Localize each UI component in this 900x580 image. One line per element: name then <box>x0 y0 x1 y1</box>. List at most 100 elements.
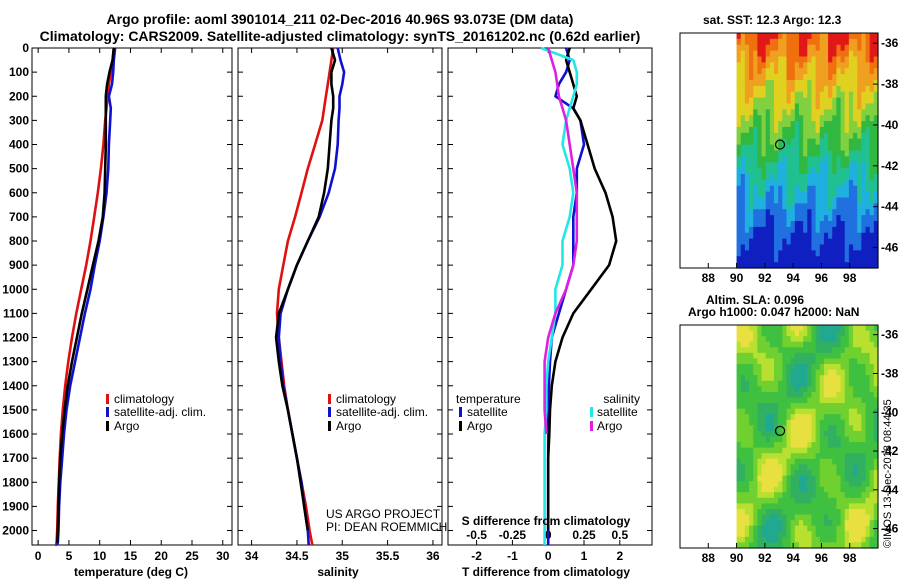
map-cell <box>786 531 792 538</box>
map-cell <box>769 369 775 376</box>
map-cell <box>744 179 750 187</box>
map-cell <box>832 244 837 251</box>
map-cell <box>861 215 867 222</box>
map-cell <box>736 68 742 75</box>
map-cell <box>740 358 746 365</box>
map-cell <box>761 244 767 251</box>
map-cell <box>740 68 746 75</box>
map-cell <box>836 397 842 404</box>
map-cell <box>753 80 758 87</box>
map-cell <box>798 150 804 157</box>
map-cell <box>865 91 871 99</box>
map-cell <box>848 486 854 493</box>
map-cell <box>832 475 837 482</box>
map-cell <box>782 168 788 175</box>
map-cell <box>836 215 842 222</box>
map-cell <box>828 115 833 122</box>
map-cell <box>857 503 862 510</box>
map-cell <box>740 144 746 152</box>
map-cell <box>794 156 800 163</box>
map-cell <box>774 185 779 193</box>
map-cell <box>803 138 808 146</box>
map-cell <box>865 50 871 58</box>
map-cell <box>873 475 879 482</box>
map-cell <box>749 62 754 69</box>
map-cell <box>749 341 754 348</box>
map-cell <box>757 197 763 204</box>
map-cell <box>774 391 779 399</box>
map-cell <box>769 168 775 175</box>
map-cell <box>828 414 833 421</box>
map-cell <box>769 492 775 499</box>
map-cell <box>749 330 754 337</box>
map-cell <box>786 68 792 75</box>
map-cell <box>823 352 829 360</box>
map-cell <box>811 375 817 382</box>
map-cell <box>815 358 821 365</box>
map-cell <box>844 525 850 532</box>
map-cell <box>757 156 763 163</box>
map-cell <box>790 197 796 204</box>
map-cell <box>861 244 867 251</box>
map-cell <box>811 325 817 332</box>
map-cell <box>840 514 846 521</box>
map-cell <box>798 132 804 140</box>
map-cell <box>782 221 788 228</box>
map-cell <box>815 481 821 488</box>
map-cell <box>769 430 775 438</box>
x-tick-label: 1 <box>581 549 588 563</box>
map-cell <box>815 80 821 87</box>
map-cell <box>790 150 796 157</box>
map-cell <box>815 419 821 426</box>
map-cell <box>794 33 800 40</box>
map-cell <box>794 91 800 99</box>
map-cell <box>865 542 871 549</box>
map-cell <box>828 191 833 199</box>
map-cell <box>803 364 808 371</box>
map-cell <box>757 226 763 234</box>
map-cell <box>873 542 879 549</box>
map-cell <box>836 226 842 234</box>
map-cell <box>844 103 850 110</box>
map-cell <box>828 391 833 399</box>
map-cell <box>819 531 825 538</box>
map-cell <box>736 138 742 146</box>
map-cell <box>757 138 763 146</box>
map-cell <box>753 447 758 454</box>
map-cell <box>853 74 858 81</box>
map-cell <box>857 458 862 465</box>
map-cell <box>790 74 796 81</box>
map-cell <box>774 250 779 257</box>
map-cell <box>765 447 771 454</box>
map-cell <box>786 492 792 499</box>
map-cell <box>853 185 858 193</box>
map-cell <box>836 403 842 410</box>
map-cell <box>749 481 754 488</box>
map-cell <box>749 250 754 257</box>
map-cell <box>774 91 779 99</box>
map-cell <box>832 191 837 199</box>
map-cell <box>869 386 875 393</box>
map-cell <box>765 458 771 465</box>
map-cell <box>782 414 788 421</box>
map-cell <box>840 197 846 204</box>
map-cell <box>786 375 792 382</box>
map-cell <box>807 74 813 81</box>
map-cell <box>832 144 837 152</box>
map-cell <box>757 503 763 510</box>
map-cell <box>832 109 837 116</box>
map-cell <box>844 115 850 122</box>
map-cell <box>749 497 754 504</box>
map-cell <box>753 464 758 471</box>
legend-swatch-satellite <box>106 407 109 417</box>
map-cell <box>836 191 842 199</box>
map-cell <box>798 486 804 493</box>
map-cell <box>807 226 813 234</box>
map-cell <box>778 33 783 40</box>
map-cell <box>794 369 800 376</box>
map-cell <box>803 221 808 228</box>
map-cell <box>774 109 779 116</box>
legend-label-s-satellite: satellite <box>597 405 638 419</box>
map-cell <box>749 358 754 365</box>
map-cell <box>873 221 879 228</box>
